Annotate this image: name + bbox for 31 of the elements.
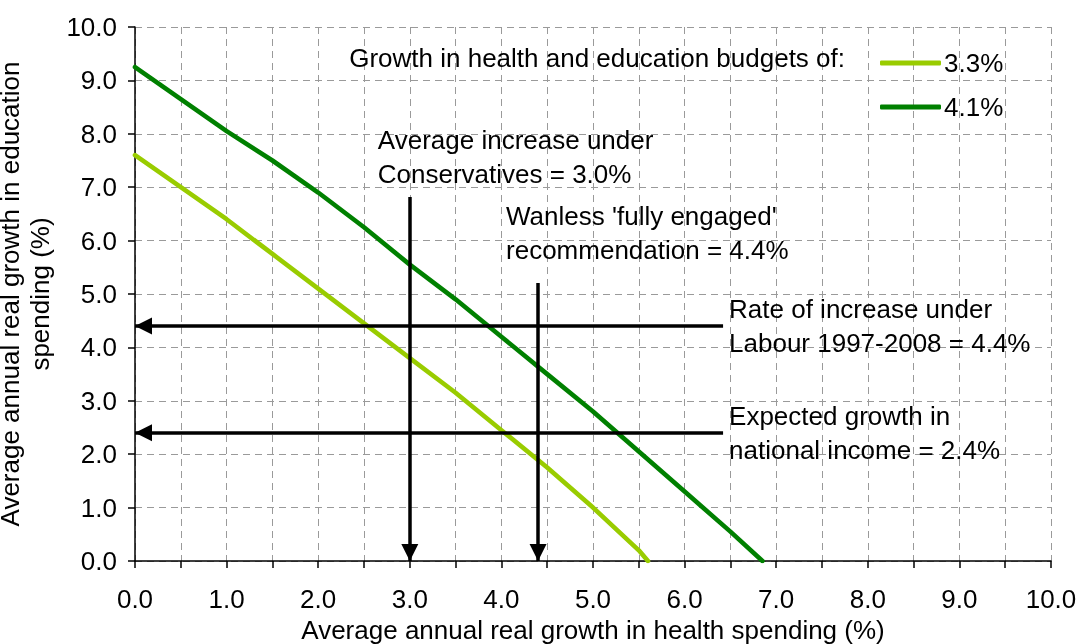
y-axis-title: Average annual real growth in education spending (%) bbox=[0, 61, 56, 527]
x-tick-label: 9.0 bbox=[941, 584, 978, 614]
x-tick-label: 6.0 bbox=[666, 584, 703, 614]
y-tick-label: 3.0 bbox=[80, 385, 117, 416]
legend-label: 3.3% bbox=[944, 48, 1004, 78]
x-axis-title: Average annual real growth in health spending (%) bbox=[301, 614, 885, 644]
x-tick-label: 5.0 bbox=[574, 584, 612, 614]
x-tick-label: 7.0 bbox=[758, 584, 795, 614]
x-tick-label: 4.0 bbox=[483, 584, 520, 614]
y-tick-label: 4.0 bbox=[80, 332, 117, 363]
ref-line-label: Wanless 'fully engaged' recommendation = 4.4% bbox=[506, 201, 789, 265]
y-tick-label: 1.0 bbox=[80, 492, 117, 523]
y-tick-label: 8.0 bbox=[80, 118, 117, 149]
legend-label: 4.1% bbox=[944, 92, 1004, 122]
y-tick-label: 6.0 bbox=[80, 225, 117, 256]
x-tick-label: 1.0 bbox=[208, 584, 245, 614]
y-tick-label: 2.0 bbox=[80, 439, 117, 470]
x-tick-label: 8.0 bbox=[849, 584, 886, 614]
x-tick-label: 3.0 bbox=[391, 584, 428, 614]
ref-line-label: Average increase under Conservatives = 3.0% bbox=[377, 125, 654, 189]
x-tick-label: 10.0 bbox=[1025, 584, 1077, 614]
x-tick-label: 2.0 bbox=[300, 584, 337, 614]
y-tick-label: 9.0 bbox=[80, 65, 117, 96]
y-tick-label: 7.0 bbox=[80, 172, 117, 203]
y-tick-label: 5.0 bbox=[80, 279, 117, 309]
ref-line-label: Rate of increase under Labour 1997-2008 = 4.4% bbox=[729, 294, 1031, 359]
y-tick-label: 10.0 bbox=[66, 12, 117, 42]
y-tick-label: 0.0 bbox=[80, 546, 117, 576]
ref-line-label: Expected growth in national income = 2.4% bbox=[729, 400, 1001, 465]
x-tick-label: 0.0 bbox=[116, 584, 154, 614]
legend-title: Growth in health and education budgets of: bbox=[349, 43, 845, 73]
